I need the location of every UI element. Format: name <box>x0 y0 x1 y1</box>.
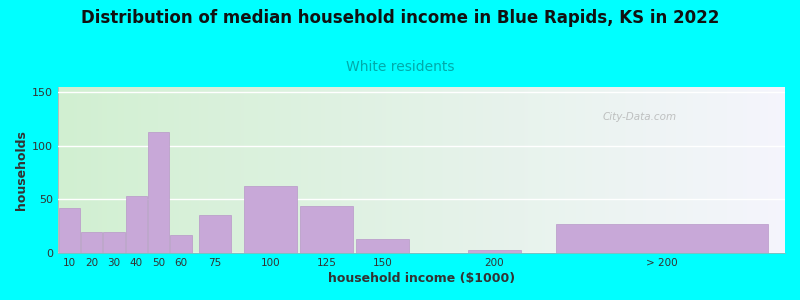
Bar <box>103 232 125 253</box>
Bar <box>244 185 297 253</box>
Text: City-Data.com: City-Data.com <box>602 112 677 122</box>
Y-axis label: households: households <box>15 130 28 210</box>
X-axis label: household income ($1000): household income ($1000) <box>328 272 515 285</box>
Bar <box>356 239 409 253</box>
Text: White residents: White residents <box>346 60 454 74</box>
Bar <box>81 232 102 253</box>
Bar <box>198 215 230 253</box>
Bar <box>300 206 353 253</box>
Bar <box>556 224 768 253</box>
Bar <box>468 250 521 253</box>
Bar <box>126 196 147 253</box>
Bar <box>58 208 80 253</box>
Bar <box>170 235 192 253</box>
Bar <box>148 132 170 253</box>
Text: Distribution of median household income in Blue Rapids, KS in 2022: Distribution of median household income … <box>81 9 719 27</box>
